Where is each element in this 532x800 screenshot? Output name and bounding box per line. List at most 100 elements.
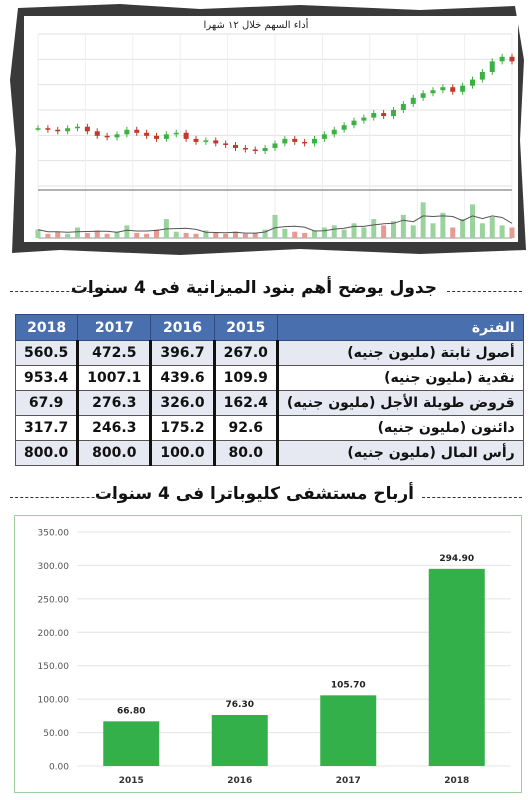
profit-bar xyxy=(103,721,160,766)
stock-candle xyxy=(479,72,485,80)
volume-bar xyxy=(440,212,446,238)
x-category-label: 2017 xyxy=(336,776,361,786)
volume-bar xyxy=(213,232,219,238)
volume-bar xyxy=(391,221,396,238)
header-year: 2018 xyxy=(14,314,79,341)
stock-candle xyxy=(312,138,317,144)
stock-candle xyxy=(213,140,219,144)
profit-chart-svg: 0.00 50.00 100.00 150.00 200.00 250.00 300.00 3… xyxy=(38,529,511,786)
profit-section-header: أرباح مستشفى كليوباترا فى 4 سنوات xyxy=(0,482,532,512)
stock-candle xyxy=(104,135,110,138)
stock-candle xyxy=(410,97,416,104)
title-divider-left xyxy=(10,497,115,498)
cell-value: 472.5 xyxy=(77,340,153,366)
stock-candle xyxy=(144,132,150,136)
y-tick-label: 0.00 xyxy=(49,763,69,773)
stock-candle xyxy=(75,126,80,129)
cell-value: 326.0 xyxy=(150,390,216,416)
cell-value: 162.4 xyxy=(213,390,279,416)
y-tick-label: 100.00 xyxy=(38,696,70,706)
y-tick-label: 50.00 xyxy=(43,729,69,739)
profit-bar xyxy=(428,568,485,766)
cell-value: 439.6 xyxy=(150,365,216,391)
volume-bar xyxy=(45,233,51,238)
cell-value: 800.0 xyxy=(77,440,153,466)
volume-bar xyxy=(371,219,377,238)
volume-bar xyxy=(351,223,357,238)
stock-candle xyxy=(193,138,199,142)
volume-average-line xyxy=(37,215,513,234)
cell-value: 267.0 xyxy=(213,340,279,366)
stock-candle xyxy=(183,132,189,139)
volume-bar xyxy=(489,217,495,238)
header-period: الفترة xyxy=(276,314,524,341)
stock-candle xyxy=(233,144,238,148)
volume-bar xyxy=(302,232,308,238)
stock-candle xyxy=(391,110,396,117)
volume-bar xyxy=(55,231,61,238)
stock-candle xyxy=(450,87,456,92)
volume-bar xyxy=(75,227,80,238)
row-label: أصول ثابتة (مليون جنيه) xyxy=(276,340,524,366)
volume-bar xyxy=(331,225,337,238)
volume-bar xyxy=(203,230,209,238)
stock-candle xyxy=(331,129,337,135)
y-tick-label: 300.00 xyxy=(38,562,70,572)
stock-candle xyxy=(262,148,268,152)
volume-bar xyxy=(124,225,130,238)
stock-candle xyxy=(173,132,179,135)
row-label: رأس المال (مليون جنيه) xyxy=(276,440,524,466)
volume-bar xyxy=(233,231,238,238)
stock-candle xyxy=(440,87,446,91)
volume-bar xyxy=(321,227,327,238)
cell-value: 317.7 xyxy=(14,415,80,441)
chart-plot-bg xyxy=(24,16,518,242)
volume-bar xyxy=(460,219,466,238)
header-year: 2015 xyxy=(213,314,278,341)
stock-candle xyxy=(203,140,209,142)
profit-bar xyxy=(320,695,377,766)
volume-bar xyxy=(154,229,159,238)
bar-data-label: 66.80 xyxy=(117,706,145,716)
volume-bar xyxy=(144,233,150,238)
volume-bar xyxy=(470,204,475,238)
title-divider-right xyxy=(447,291,522,292)
title-divider-right xyxy=(422,497,522,498)
stock-candle xyxy=(400,103,406,110)
volume-bar xyxy=(104,233,110,238)
volume-bar xyxy=(223,233,229,238)
table-row: أصول ثابتة (مليون جنيه) 267.0 396.7 472.… xyxy=(14,340,524,366)
stock-candle xyxy=(351,120,357,126)
stock-candle xyxy=(223,143,229,145)
volume-bar xyxy=(173,231,179,238)
header-year: 2016 xyxy=(150,314,215,341)
volume-bar xyxy=(134,232,140,238)
stock-candle xyxy=(252,149,258,152)
cell-value: 100.0 xyxy=(150,440,216,466)
stock-candle xyxy=(35,128,41,130)
stock-candle xyxy=(321,134,327,139)
cell-value: 80.0 xyxy=(213,440,279,466)
table-row: نقدية (مليون جنيه) 109.9 439.6 1007.1 95… xyxy=(14,365,524,391)
stock-candle xyxy=(282,138,288,144)
volume-bar xyxy=(430,223,436,238)
volume-bar xyxy=(381,225,387,238)
row-label: دائنون (مليون جنيه) xyxy=(276,415,524,441)
volume-bar xyxy=(114,231,120,238)
y-tick-label: 200.00 xyxy=(38,629,70,639)
row-label: نقدية (مليون جنيه) xyxy=(276,365,524,391)
balance-section-title: جدول يوضح أهم بنود الميزانية فى 4 سنوات xyxy=(70,278,437,298)
bar-data-label: 294.90 xyxy=(439,554,474,564)
volume-bar xyxy=(292,231,298,238)
volume-bar xyxy=(410,225,416,238)
y-tick-label: 350.00 xyxy=(38,529,70,539)
table-row: رأس المال (مليون جنيه) 80.0 100.0 800.0 … xyxy=(14,440,524,466)
volume-bar xyxy=(262,229,268,238)
y-tick-label: 250.00 xyxy=(38,595,70,605)
volume-bar xyxy=(282,228,288,238)
stock-candle xyxy=(430,90,436,94)
stock-candle xyxy=(292,138,298,142)
stock-candle xyxy=(154,135,159,139)
stock-candle xyxy=(55,129,61,132)
cell-value: 246.3 xyxy=(77,415,153,441)
